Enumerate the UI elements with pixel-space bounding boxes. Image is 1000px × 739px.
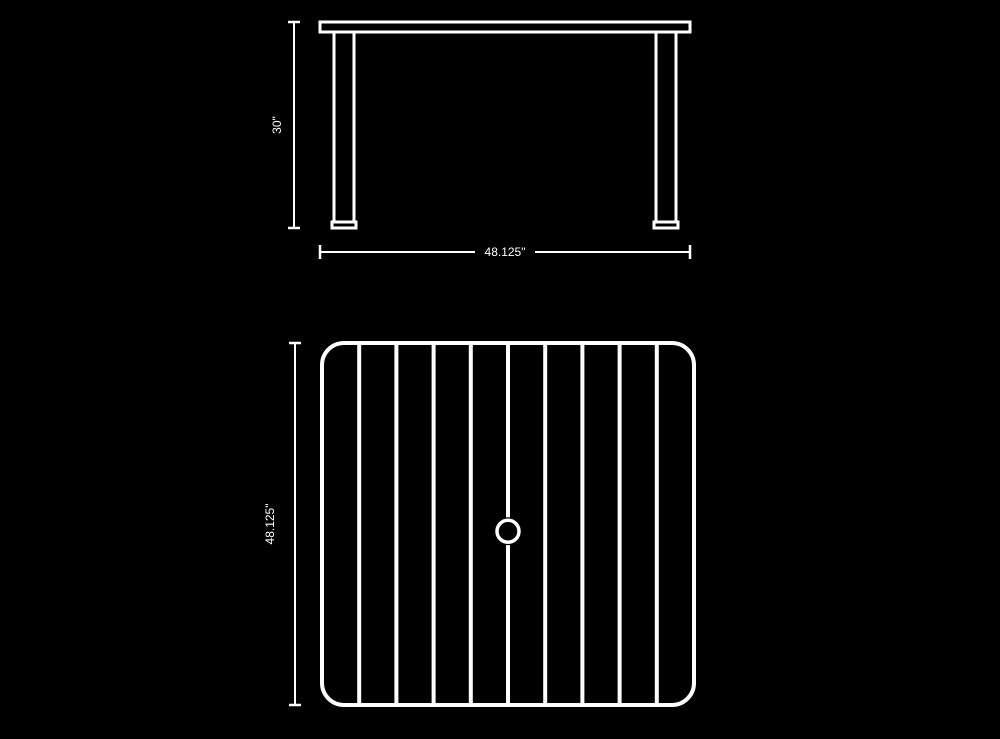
front-view-width-label: 48.125"	[485, 245, 526, 259]
front-view: 30" 48.125"	[270, 22, 690, 260]
front-view-height-label: 30"	[270, 116, 284, 134]
top-view-height-label: 48.125"	[263, 504, 277, 545]
top-view: 48.125"	[263, 343, 694, 705]
technical-diagram: 30" 48.125" 48.125"	[0, 0, 1000, 739]
